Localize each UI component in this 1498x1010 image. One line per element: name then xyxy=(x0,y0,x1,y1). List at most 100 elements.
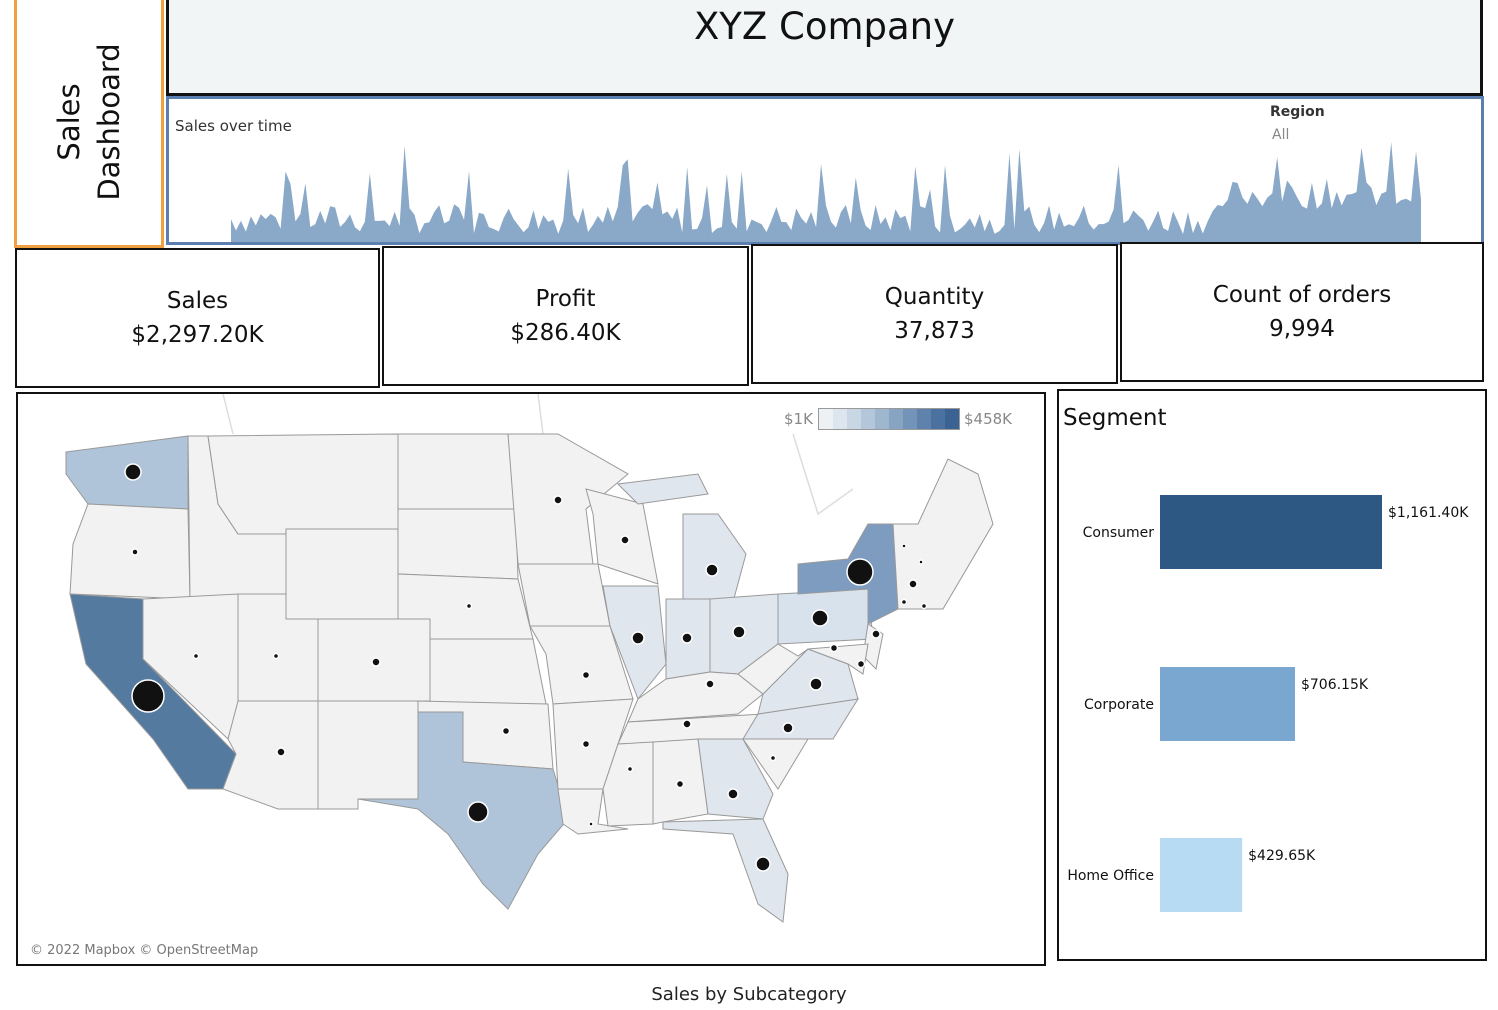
legend-swatch-5 xyxy=(889,409,903,429)
segment-bar-corporate[interactable] xyxy=(1160,667,1295,741)
sales-over-time-title: Sales over time xyxy=(175,117,292,135)
map-attribution[interactable]: © 2022 Mapbox © OpenStreetMap xyxy=(30,943,259,958)
legend-swatch-9 xyxy=(945,409,959,429)
state-texas[interactable] xyxy=(357,711,569,910)
sales-dot-oklahoma[interactable] xyxy=(501,726,511,736)
state-west-virginia[interactable] xyxy=(737,643,809,695)
state-maryland[interactable] xyxy=(807,643,869,675)
sales-area-series[interactable] xyxy=(231,141,1421,242)
kpi-label: Sales xyxy=(166,288,229,314)
kpi-card-count-of-orders[interactable]: Count of orders 9,994 xyxy=(1120,242,1484,382)
sales-dot-nevada[interactable] xyxy=(192,652,200,660)
segment-value-label: $1,161.40K xyxy=(1388,505,1469,521)
state-oregon[interactable] xyxy=(69,503,191,600)
sales-dot-arkansas[interactable] xyxy=(581,739,591,749)
sales-dot-kentucky[interactable] xyxy=(705,679,715,689)
sales-dot-connecticut[interactable] xyxy=(900,598,908,606)
sales-dot-missouri[interactable] xyxy=(581,670,591,680)
side-title-panel: Sales Dashboard xyxy=(14,0,164,248)
us-state-map[interactable] xyxy=(18,394,1044,964)
state-new-mexico[interactable] xyxy=(317,700,419,810)
kpi-card-profit[interactable]: Profit $286.40K xyxy=(382,246,749,386)
segment-bar-home-office[interactable] xyxy=(1160,838,1243,912)
segment-category-label: Consumer xyxy=(1083,525,1155,541)
sales-dot-utah[interactable] xyxy=(272,652,280,660)
kpi-value: $286.40K xyxy=(510,320,621,346)
sales-dot-massachusetts[interactable] xyxy=(908,579,918,589)
region-filter-value[interactable]: All xyxy=(1272,127,1290,143)
sales-dot-new-jersey[interactable] xyxy=(871,629,881,639)
kpi-value: 9,994 xyxy=(1269,316,1335,342)
state-kansas[interactable] xyxy=(429,638,547,705)
segment-value-label: $429.65K xyxy=(1248,848,1316,864)
map-legend-min: $1K xyxy=(784,410,813,428)
state-mississippi[interactable] xyxy=(602,741,654,827)
sales-dot-north-carolina[interactable] xyxy=(782,722,794,734)
map-color-legend xyxy=(818,408,960,430)
sales-dot-virginia[interactable] xyxy=(809,677,823,691)
kpi-card-sales[interactable]: Sales $2,297.20K xyxy=(15,248,380,388)
legend-swatch-6 xyxy=(903,409,917,429)
kpi-label: Quantity xyxy=(884,284,985,310)
state-south-dakota[interactable] xyxy=(397,508,519,580)
sales-dot-mississippi[interactable] xyxy=(626,765,634,773)
state-montana[interactable] xyxy=(207,433,399,535)
sales-dot-new-hampshire[interactable] xyxy=(901,543,907,549)
sales-map-panel[interactable]: $1K $458K © 2022 Mapbox © OpenStreetMap xyxy=(16,392,1046,966)
state-georgia[interactable] xyxy=(697,738,774,820)
sales-dot-tennessee[interactable] xyxy=(682,719,692,729)
map-legend-max: $458K xyxy=(964,410,1013,428)
segment-chart-title: Segment xyxy=(1063,405,1167,431)
state-florida[interactable] xyxy=(662,818,789,923)
kpi-card-quantity[interactable]: Quantity 37,873 xyxy=(751,244,1118,384)
header-banner: XYZ Company xyxy=(166,0,1483,96)
sales-dot-new-york[interactable] xyxy=(846,558,874,586)
sales-dot-georgia[interactable] xyxy=(727,788,739,800)
kpi-label: Profit xyxy=(535,286,596,312)
kpi-value: 37,873 xyxy=(894,318,975,344)
company-title: XYZ Company xyxy=(693,5,956,48)
segment-bar-chart[interactable]: Consumer $1,161.40K Corporate $706.15K Home … xyxy=(1059,391,1485,959)
sales-dot-michigan[interactable] xyxy=(705,563,719,577)
state-arizona[interactable] xyxy=(222,700,319,810)
legend-swatch-8 xyxy=(931,409,945,429)
sales-dot-nebraska[interactable] xyxy=(465,602,473,610)
legend-swatch-1 xyxy=(833,409,847,429)
sales-dot-south-carolina[interactable] xyxy=(769,754,777,762)
legend-swatch-4 xyxy=(875,409,889,429)
sales-dot-delaware[interactable] xyxy=(829,643,839,653)
sales-by-subcategory-title: Sales by Subcategory xyxy=(651,984,847,1005)
sales-dot-texas[interactable] xyxy=(467,801,489,823)
state-north-dakota[interactable] xyxy=(397,433,517,510)
sales-dot-colorado[interactable] xyxy=(371,657,381,667)
sales-dot-pennsylvania[interactable] xyxy=(811,609,829,627)
region-filter-label: Region xyxy=(1270,104,1325,120)
state-iowa[interactable] xyxy=(517,563,611,627)
sales-dot-vermont[interactable] xyxy=(918,559,924,565)
sales-dot-maryland[interactable] xyxy=(856,659,866,669)
sales-dot-florida[interactable] xyxy=(755,856,771,872)
segment-category-label: Corporate xyxy=(1084,697,1154,713)
sales-dot-louisiana[interactable] xyxy=(588,821,594,827)
state-wyoming[interactable] xyxy=(285,528,399,620)
sales-dot-oregon[interactable] xyxy=(131,548,139,556)
legend-swatch-3 xyxy=(861,409,875,429)
state-new-england[interactable] xyxy=(892,458,994,610)
sales-dot-washington[interactable] xyxy=(124,463,142,481)
sales-dot-alabama[interactable] xyxy=(675,779,685,789)
sales-dot-wisconsin[interactable] xyxy=(620,535,630,545)
legend-swatch-0 xyxy=(819,409,833,429)
sales-dot-indiana[interactable] xyxy=(681,632,693,644)
sales-dot-ohio[interactable] xyxy=(732,625,746,639)
sales-over-time-area-chart[interactable] xyxy=(169,99,1481,242)
kpi-value: $2,297.20K xyxy=(131,322,264,348)
sales-dot-illinois[interactable] xyxy=(631,631,645,645)
sales-dot-rhode-island[interactable] xyxy=(920,602,928,610)
sales-dot-california[interactable] xyxy=(131,679,165,713)
sales-dot-arizona[interactable] xyxy=(276,747,286,757)
dashboard-side-title: Sales Dashboard xyxy=(52,43,126,201)
segment-bar-consumer[interactable] xyxy=(1160,495,1382,569)
sales-over-time-panel[interactable]: Sales over time Region All xyxy=(166,96,1484,245)
segment-panel[interactable]: Consumer $1,161.40K Corporate $706.15K Home … xyxy=(1057,389,1487,961)
sales-dot-minnesota[interactable] xyxy=(553,495,563,505)
